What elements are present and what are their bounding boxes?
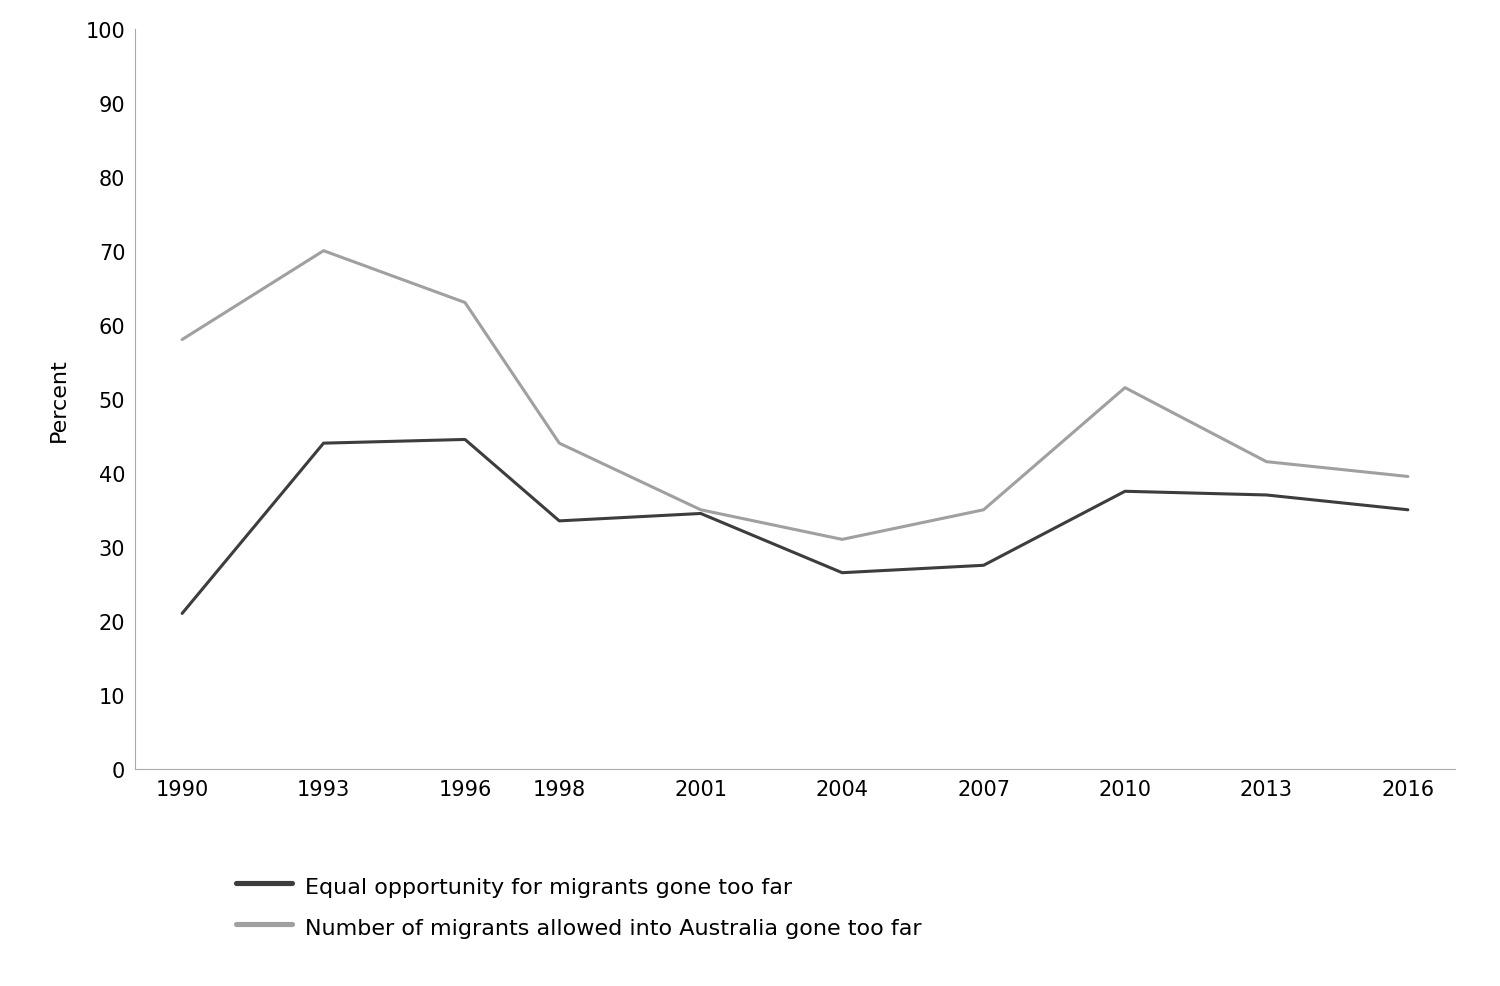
Equal opportunity for migrants gone too far: [833, 567, 850, 579]
Equal opportunity for migrants gone too far: [1257, 490, 1275, 502]
Equal opportunity for migrants gone too far: [315, 438, 333, 450]
Line: Equal opportunity for migrants gone too far: Equal opportunity for migrants gone too …: [182, 440, 1408, 613]
Legend: Equal opportunity for migrants gone too far, Number of migrants allowed into Aus: Equal opportunity for migrants gone too …: [228, 866, 930, 947]
Number of migrants allowed into Australia gone too far: [975, 505, 993, 517]
Equal opportunity for migrants gone too far: [1116, 486, 1134, 498]
Number of migrants allowed into Australia gone too far: [315, 246, 333, 257]
Equal opportunity for migrants gone too far: [456, 434, 474, 446]
Number of migrants allowed into Australia gone too far: [1400, 471, 1417, 483]
Equal opportunity for migrants gone too far: [975, 560, 993, 572]
Line: Number of migrants allowed into Australia gone too far: Number of migrants allowed into Australi…: [182, 251, 1408, 540]
Number of migrants allowed into Australia gone too far: [456, 298, 474, 310]
Equal opportunity for migrants gone too far: [692, 508, 709, 520]
Number of migrants allowed into Australia gone too far: [1257, 457, 1275, 468]
Number of migrants allowed into Australia gone too far: [692, 505, 709, 517]
Number of migrants allowed into Australia gone too far: [1116, 383, 1134, 394]
Number of migrants allowed into Australia gone too far: [172, 334, 190, 346]
Number of migrants allowed into Australia gone too far: [550, 438, 568, 450]
Equal opportunity for migrants gone too far: [550, 516, 568, 528]
Y-axis label: Percent: Percent: [50, 358, 69, 441]
Number of migrants allowed into Australia gone too far: [833, 534, 850, 546]
Equal opportunity for migrants gone too far: [172, 607, 190, 620]
Equal opportunity for migrants gone too far: [1400, 505, 1417, 517]
